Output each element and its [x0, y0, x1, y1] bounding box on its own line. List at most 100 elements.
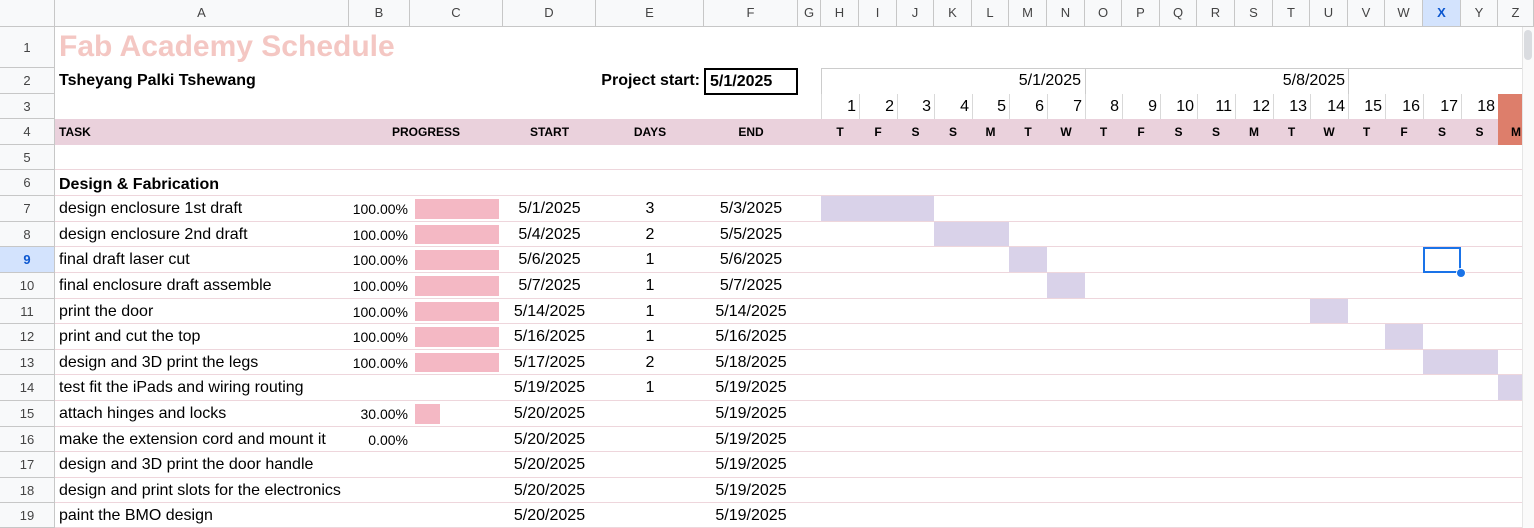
progress-value[interactable]: 0.00% — [368, 432, 408, 448]
column-header-a[interactable]: A — [55, 0, 349, 27]
task-name[interactable]: design and print slots for the electroni… — [59, 482, 341, 499]
start-date[interactable]: 5/16/2025 — [513, 328, 586, 345]
column-header-b[interactable]: B — [349, 0, 410, 27]
row-header-1[interactable]: 1 — [0, 27, 55, 68]
column-header-q[interactable]: Q — [1160, 0, 1197, 27]
duration-days[interactable]: 3 — [645, 200, 655, 217]
column-header-f[interactable]: F — [704, 0, 798, 27]
start-date[interactable]: 5/6/2025 — [518, 251, 581, 268]
row-header-5[interactable]: 5 — [0, 145, 55, 170]
row-header-10[interactable]: 10 — [0, 273, 55, 299]
duration-days[interactable]: 2 — [645, 354, 655, 371]
end-date[interactable]: 5/5/2025 — [719, 226, 783, 243]
column-header-y[interactable]: Y — [1461, 0, 1498, 27]
row-header-12[interactable]: 12 — [0, 324, 55, 350]
start-date[interactable]: 5/20/2025 — [513, 431, 586, 448]
scrollbar-thumb[interactable] — [1524, 30, 1532, 60]
start-date[interactable]: 5/20/2025 — [513, 456, 586, 473]
end-date[interactable]: 5/14/2025 — [715, 303, 787, 320]
fill-handle[interactable] — [1456, 268, 1466, 278]
start-date[interactable]: 5/1/2025 — [518, 200, 581, 217]
row-header-9[interactable]: 9 — [0, 247, 55, 273]
task-name[interactable]: print the door — [59, 303, 154, 320]
start-date[interactable]: 5/20/2025 — [513, 405, 586, 422]
progress-value[interactable]: 30.00% — [360, 406, 408, 422]
end-date[interactable]: 5/7/2025 — [719, 277, 783, 294]
start-date[interactable]: 5/19/2025 — [513, 379, 586, 396]
end-date[interactable]: 5/19/2025 — [715, 431, 787, 448]
end-date[interactable]: 5/19/2025 — [715, 379, 787, 396]
end-date[interactable]: 5/16/2025 — [715, 328, 787, 345]
duration-days[interactable]: 2 — [645, 226, 655, 243]
end-date[interactable]: 5/19/2025 — [715, 482, 787, 499]
column-header-x[interactable]: X — [1423, 0, 1461, 27]
duration-days[interactable]: 1 — [645, 379, 655, 396]
column-header-w[interactable]: W — [1385, 0, 1423, 27]
progress-value[interactable]: 100.00% — [352, 201, 408, 217]
progress-value[interactable]: 100.00% — [352, 252, 408, 268]
column-header-m[interactable]: M — [1009, 0, 1047, 27]
task-name[interactable]: final draft laser cut — [59, 251, 190, 268]
start-date[interactable]: 5/20/2025 — [513, 482, 586, 499]
end-date[interactable]: 5/19/2025 — [715, 507, 787, 524]
task-name[interactable]: design and 3D print the door handle — [59, 456, 314, 473]
vertical-scrollbar[interactable] — [1522, 27, 1534, 528]
column-header-r[interactable]: R — [1197, 0, 1235, 27]
duration-days[interactable]: 1 — [645, 277, 655, 294]
end-date[interactable]: 5/3/2025 — [719, 200, 783, 217]
progress-value[interactable]: 100.00% — [352, 355, 408, 371]
task-name[interactable]: make the extension cord and mount it — [59, 431, 326, 448]
end-date[interactable]: 5/6/2025 — [719, 251, 783, 268]
task-name[interactable]: attach hinges and locks — [59, 405, 227, 422]
row-header-4[interactable]: 4 — [0, 119, 55, 145]
column-header-i[interactable]: I — [859, 0, 897, 27]
column-header-p[interactable]: P — [1122, 0, 1160, 27]
task-name[interactable]: final enclosure draft assemble — [59, 277, 272, 294]
task-name[interactable]: paint the BMO design — [59, 507, 213, 524]
column-header-o[interactable]: O — [1085, 0, 1122, 27]
row-header-2[interactable]: 2 — [0, 68, 55, 94]
column-header-d[interactable]: D — [503, 0, 596, 27]
end-date[interactable]: 5/18/2025 — [715, 354, 787, 371]
start-date[interactable]: 5/14/2025 — [513, 303, 586, 320]
column-header-j[interactable]: J — [897, 0, 934, 27]
column-header-g[interactable]: G — [798, 0, 821, 27]
selected-cell[interactable] — [1423, 247, 1461, 273]
task-name[interactable]: design enclosure 1st draft — [59, 200, 243, 217]
row-header-16[interactable]: 16 — [0, 427, 55, 452]
row-header-18[interactable]: 18 — [0, 478, 55, 503]
task-name[interactable]: print and cut the top — [59, 328, 201, 345]
column-header-e[interactable]: E — [596, 0, 704, 27]
column-header-k[interactable]: K — [934, 0, 972, 27]
project-start-input[interactable]: 5/1/2025 — [704, 68, 798, 95]
progress-value[interactable]: 100.00% — [352, 278, 408, 294]
row-header-14[interactable]: 14 — [0, 375, 55, 401]
start-date[interactable]: 5/7/2025 — [518, 277, 581, 294]
progress-value[interactable]: 100.00% — [352, 304, 408, 320]
start-date[interactable]: 5/4/2025 — [518, 226, 581, 243]
duration-days[interactable]: 1 — [645, 303, 655, 320]
end-date[interactable]: 5/19/2025 — [715, 456, 787, 473]
column-header-u[interactable]: U — [1310, 0, 1348, 27]
column-header-c[interactable]: C — [410, 0, 503, 27]
select-all-corner[interactable] — [0, 0, 55, 27]
end-date[interactable]: 5/19/2025 — [715, 405, 787, 422]
column-header-n[interactable]: N — [1047, 0, 1085, 27]
column-header-v[interactable]: V — [1348, 0, 1385, 27]
task-name[interactable]: test fit the iPads and wiring routing — [59, 379, 304, 396]
row-header-7[interactable]: 7 — [0, 196, 55, 222]
start-date[interactable]: 5/20/2025 — [513, 507, 586, 524]
progress-value[interactable]: 100.00% — [352, 227, 408, 243]
row-header-17[interactable]: 17 — [0, 452, 55, 478]
row-header-15[interactable]: 15 — [0, 401, 55, 427]
row-header-6[interactable]: 6 — [0, 170, 55, 196]
row-header-8[interactable]: 8 — [0, 222, 55, 247]
column-header-s[interactable]: S — [1235, 0, 1273, 27]
column-header-z[interactable]: Z — [1498, 0, 1534, 27]
row-header-3[interactable]: 3 — [0, 94, 55, 119]
column-header-h[interactable]: H — [821, 0, 859, 27]
task-name[interactable]: design enclosure 2nd draft — [59, 226, 248, 243]
row-header-19[interactable]: 19 — [0, 503, 55, 528]
start-date[interactable]: 5/17/2025 — [513, 354, 586, 371]
column-header-t[interactable]: T — [1273, 0, 1310, 27]
